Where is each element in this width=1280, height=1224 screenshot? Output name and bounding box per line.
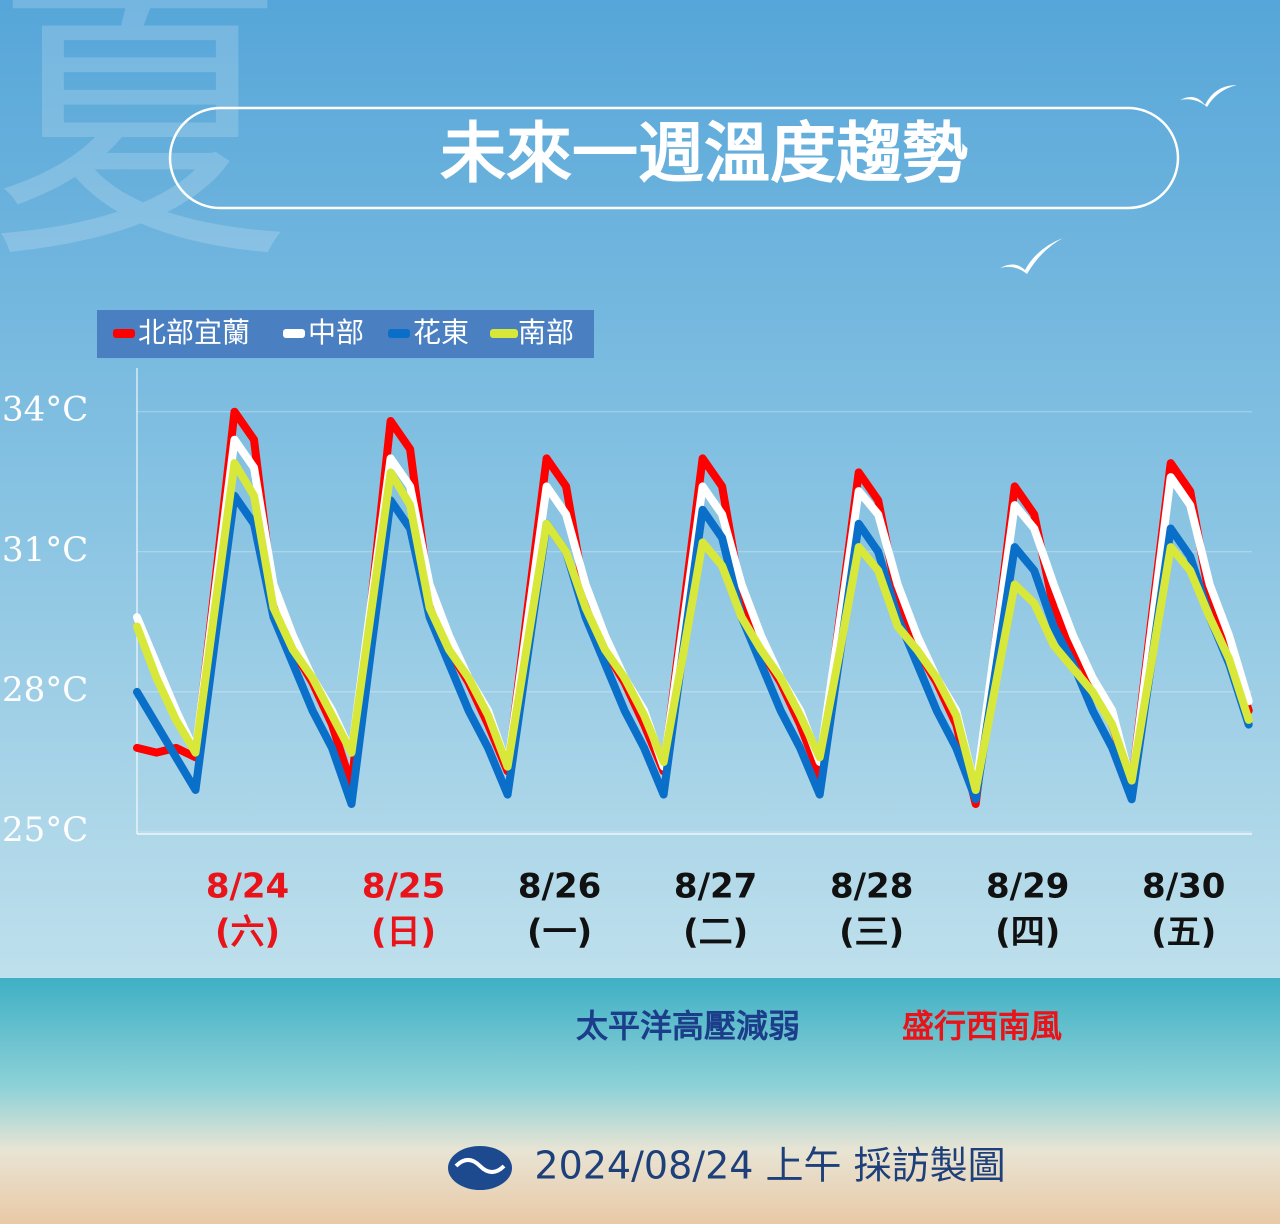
x-tick-sublabel: (日)	[371, 913, 436, 953]
sky	[0, 0, 1280, 980]
y-tick-label: 31°C	[2, 530, 88, 570]
note: 盛行西南風	[902, 1007, 1062, 1045]
legend-swatch	[283, 329, 305, 338]
legend-swatch	[388, 329, 410, 338]
bird	[1180, 85, 1237, 107]
x-tick-label: 8/30	[1142, 867, 1225, 907]
x-tick-label: 8/27	[674, 867, 757, 907]
x-tick-label: 8/29	[986, 867, 1069, 907]
beach	[0, 978, 1280, 1224]
legend-label: 中部	[308, 316, 364, 349]
x-tick-sublabel: (三)	[839, 913, 904, 953]
x-tick-sublabel: (二)	[683, 913, 748, 953]
y-tick-label: 25°C	[2, 810, 88, 850]
x-tick-label: 8/26	[518, 867, 601, 907]
x-tick-label: 8/25	[362, 867, 445, 907]
x-tick-sublabel: (一)	[527, 913, 592, 953]
x-tick-sublabel: (六)	[215, 913, 280, 953]
note: 太平洋高壓減弱	[576, 1007, 800, 1045]
y-tick-label: 28°C	[2, 670, 88, 710]
legend-label: 北部宜蘭	[138, 316, 250, 349]
x-tick-sublabel: (四)	[995, 913, 1060, 953]
legend-label: 南部	[518, 316, 574, 349]
y-tick-label: 34°C	[2, 390, 88, 430]
title-frame	[168, 106, 1180, 210]
chart-title: 未來一週溫度趨勢	[440, 115, 968, 192]
footer: 2024/08/24 上午 採訪製圖	[534, 1144, 1005, 1188]
legend-label: 花東	[413, 316, 469, 349]
x-tick-label: 8/28	[830, 867, 913, 907]
series-line	[133, 459, 1253, 794]
background-char: 夏	[0, 0, 290, 299]
x-tick-sublabel: (五)	[1151, 913, 1216, 953]
legend-swatch	[113, 329, 135, 338]
legend-swatch	[490, 329, 518, 338]
bird	[1000, 238, 1063, 274]
logo-wave	[454, 1158, 506, 1174]
x-tick-label: 8/24	[206, 867, 289, 907]
